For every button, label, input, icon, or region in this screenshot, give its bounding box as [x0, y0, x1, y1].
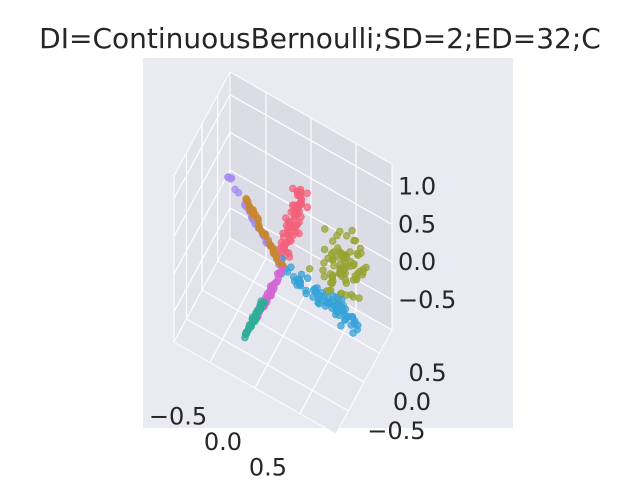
data-point-series-2 — [337, 322, 345, 330]
y-gridline-floor — [186, 318, 349, 412]
data-point-series-6 — [252, 315, 261, 323]
data-point-series-1 — [329, 237, 337, 245]
data-point-series-1 — [336, 227, 344, 236]
data-point-series-0 — [297, 213, 305, 221]
y-tick-label: −0.5 — [367, 417, 425, 445]
data-point-series-3 — [231, 185, 239, 194]
data-point-series-2 — [339, 307, 347, 316]
x-tick-label: −0.5 — [149, 402, 207, 430]
data-point-series-4 — [242, 195, 250, 203]
y-gridline-floor — [201, 289, 365, 383]
data-point-series-2 — [325, 298, 333, 306]
data-point-series-1 — [343, 232, 351, 240]
x-tick-label: 0.5 — [249, 454, 287, 480]
data-point-series-1 — [334, 244, 342, 252]
data-point-series-0 — [287, 220, 295, 229]
tick-label-group: −0.50.00.5−0.50.00.5−0.50.00.51.0 — [149, 173, 456, 480]
data-point-series-1 — [352, 275, 361, 284]
z-tick-label: 0.5 — [398, 210, 436, 238]
data-point-series-2 — [334, 300, 342, 308]
y-gridline-floor — [217, 260, 380, 354]
data-point-series-1 — [342, 279, 350, 287]
data-point-series-0 — [287, 237, 295, 245]
data-point-series-2 — [353, 325, 361, 334]
data-point-group — [224, 173, 370, 342]
data-point-series-1 — [357, 249, 365, 258]
data-point-series-0 — [303, 189, 311, 198]
z-tick-label: 0.0 — [398, 248, 436, 276]
data-point-series-0 — [293, 204, 302, 213]
z-gridline-back — [229, 94, 393, 188]
data-point-series-1 — [330, 261, 338, 270]
data-point-series-1 — [329, 255, 337, 263]
data-point-series-0 — [303, 203, 311, 211]
data-point-series-4 — [255, 224, 264, 233]
data-point-series-6 — [256, 304, 265, 312]
z-gridline-left — [173, 132, 231, 237]
data-point-series-3 — [224, 173, 232, 182]
data-point-series-1 — [329, 271, 337, 279]
data-point-series-6 — [241, 333, 249, 342]
gridline-group — [173, 92, 393, 414]
data-point-series-2 — [304, 274, 312, 282]
data-point-series-1 — [338, 252, 346, 260]
data-point-series-1 — [320, 245, 329, 254]
data-point-series-0 — [297, 195, 306, 204]
data-point-series-1 — [321, 225, 329, 233]
data-point-series-6 — [245, 324, 253, 332]
z-gridline-back — [229, 131, 393, 225]
z-tick-label: −0.5 — [398, 286, 456, 314]
data-point-series-4 — [271, 249, 279, 258]
data-point-series-1 — [325, 287, 333, 295]
z-gridline-back — [229, 169, 393, 263]
data-point-series-1 — [319, 266, 327, 274]
data-point-series-0 — [285, 249, 293, 257]
data-point-series-1 — [348, 226, 356, 235]
data-point-series-5 — [267, 285, 276, 293]
data-point-series-2 — [315, 295, 323, 303]
data-point-series-2 — [295, 275, 303, 283]
data-point-series-1 — [351, 237, 360, 245]
data-point-series-1 — [347, 291, 355, 299]
z-gridline-left — [173, 207, 231, 313]
data-point-series-5 — [276, 268, 284, 276]
x-tick-label: 0.0 — [204, 428, 242, 456]
data-point-series-2 — [348, 313, 357, 322]
data-point-series-4 — [266, 241, 275, 249]
z-gridline-left — [173, 169, 231, 275]
data-point-series-1 — [359, 268, 367, 276]
data-point-series-0 — [296, 188, 305, 197]
data-point-series-5 — [271, 279, 280, 287]
z-tick-label: 1.0 — [398, 173, 436, 201]
data-point-series-4 — [248, 207, 257, 216]
chart-title: DI=ContinuousBernoulli;SD=2;ED=32;C — [39, 22, 601, 55]
data-point-series-4 — [254, 214, 262, 223]
data-point-series-0 — [284, 226, 292, 234]
data-point-series-1 — [341, 258, 349, 266]
y-tick-label: 0.5 — [409, 359, 447, 387]
data-point-series-1 — [320, 259, 328, 267]
data-point-series-1 — [306, 265, 314, 273]
data-point-series-1 — [350, 261, 358, 270]
data-point-series-4 — [245, 202, 253, 210]
data-point-series-2 — [302, 286, 310, 295]
data-point-series-0 — [282, 214, 290, 222]
data-point-series-0 — [287, 208, 295, 216]
y-tick-label: 0.0 — [393, 388, 431, 416]
z-gridline-left — [173, 94, 231, 199]
